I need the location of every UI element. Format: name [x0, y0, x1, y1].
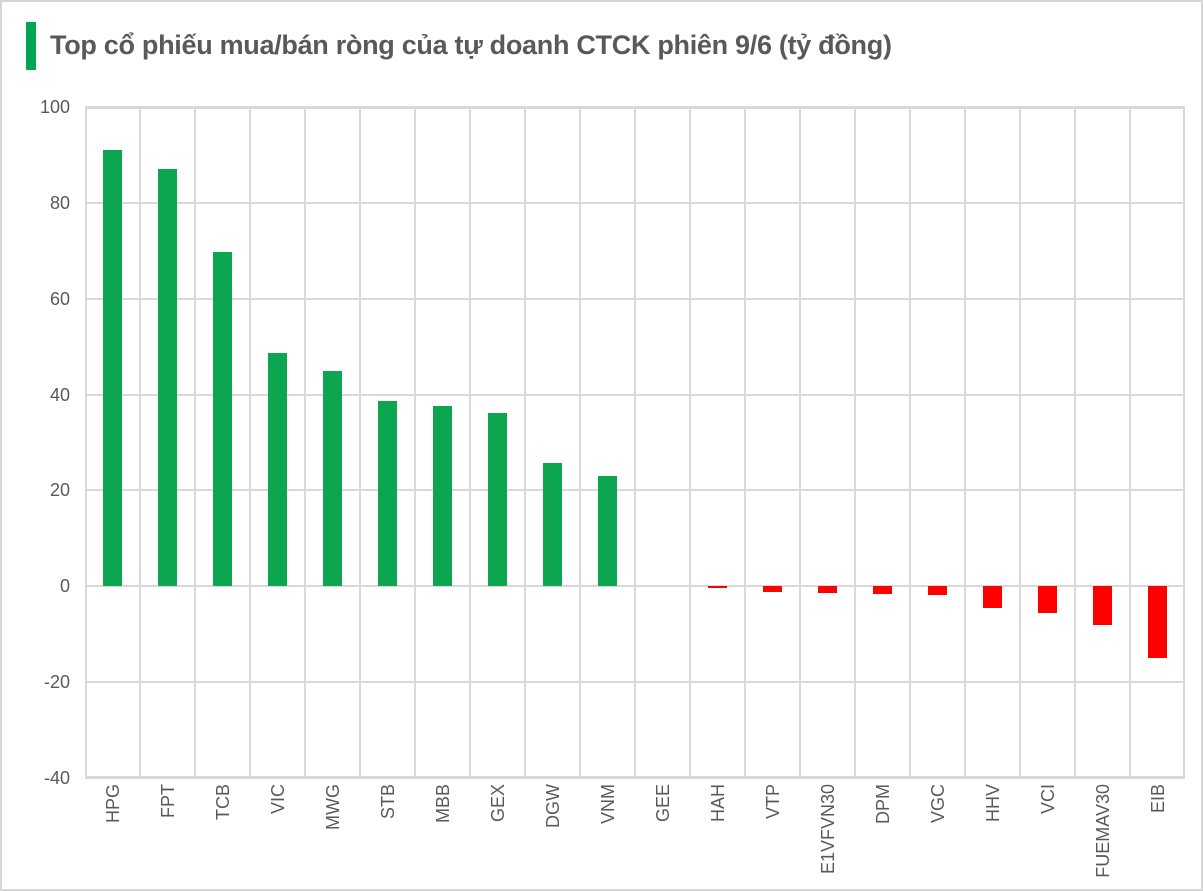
bar-VTP	[763, 586, 782, 592]
bar-HHV	[983, 586, 1002, 608]
v-gridline	[689, 107, 691, 778]
v-gridline	[634, 107, 636, 778]
v-gridline	[139, 107, 141, 778]
bar-GEX	[488, 412, 507, 587]
x-label-VGC: VGC	[927, 784, 948, 824]
v-gridline	[414, 107, 416, 778]
x-label-TCB: TCB	[212, 784, 233, 820]
x-label-HAH: HAH	[707, 784, 728, 823]
bar-VCI	[1038, 586, 1057, 614]
v-gridline	[579, 107, 581, 778]
x-label-VNM: VNM	[597, 784, 618, 824]
v-gridline	[1129, 107, 1131, 778]
bar-E1VFVN30	[818, 586, 837, 593]
v-gridline	[744, 107, 746, 778]
v-gridline	[909, 107, 911, 778]
v-gridline	[799, 107, 801, 778]
bar-VNM	[598, 476, 617, 587]
title-accent-bar	[26, 22, 36, 70]
v-gridline	[194, 107, 196, 778]
bar-DGW	[543, 462, 562, 587]
y-tick-label: -40	[43, 768, 70, 788]
h-gridline	[85, 777, 1185, 779]
y-tick-label: 100	[39, 97, 70, 117]
x-label-FUEMAV30: FUEMAV30	[1092, 784, 1113, 878]
bar-STB	[378, 401, 397, 587]
x-label-VIC: VIC	[267, 784, 288, 815]
bar-HAH	[708, 586, 727, 589]
bar-HPG	[103, 150, 122, 587]
x-label-MBB: MBB	[432, 784, 453, 824]
x-label-STB: STB	[377, 784, 398, 820]
bar-EIB	[1148, 586, 1167, 659]
x-label-VTP: VTP	[762, 784, 783, 820]
v-gridline	[469, 107, 471, 778]
y-tick-label: 0	[59, 576, 70, 597]
x-label-DPM: DPM	[872, 784, 893, 824]
x-label-VCI: VCI	[1037, 784, 1058, 815]
v-gridline	[964, 107, 966, 778]
bar-MWG	[323, 370, 342, 587]
chart-title: Top cổ phiếu mua/bán ròng của tự doanh C…	[50, 30, 892, 60]
v-gridline	[304, 107, 306, 778]
v-gridline	[1074, 107, 1076, 778]
x-label-GEX: GEX	[487, 784, 508, 823]
bar-VIC	[268, 353, 287, 587]
v-gridline	[524, 107, 526, 778]
bar-TCB	[213, 252, 232, 587]
x-label-EIB: EIB	[1147, 784, 1168, 814]
x-label-HHV: HHV	[982, 784, 1003, 823]
y-tick-label: 80	[49, 192, 70, 213]
bar-VGC	[928, 586, 947, 596]
bar-MBB	[433, 405, 452, 587]
y-tick-label: 20	[49, 480, 70, 501]
x-label-FPT: FPT	[157, 784, 178, 818]
bar-FPT	[158, 169, 177, 587]
bar-DPM	[873, 586, 892, 595]
v-gridline	[1019, 107, 1021, 778]
bar-FUEMAV30	[1093, 586, 1112, 625]
v-gridline	[359, 107, 361, 778]
y-tick-label: 60	[49, 288, 70, 309]
v-gridline	[249, 107, 251, 778]
v-gridline	[854, 107, 856, 778]
x-label-E1VFVN30: E1VFVN30	[817, 784, 838, 875]
y-tick-label: -20	[43, 672, 70, 693]
x-label-GEE: GEE	[652, 784, 673, 823]
x-label-MWG: MWG	[322, 784, 343, 830]
x-label-HPG: HPG	[102, 784, 123, 824]
y-tick-label: 40	[49, 384, 70, 405]
x-label-DGW: DGW	[542, 784, 563, 828]
